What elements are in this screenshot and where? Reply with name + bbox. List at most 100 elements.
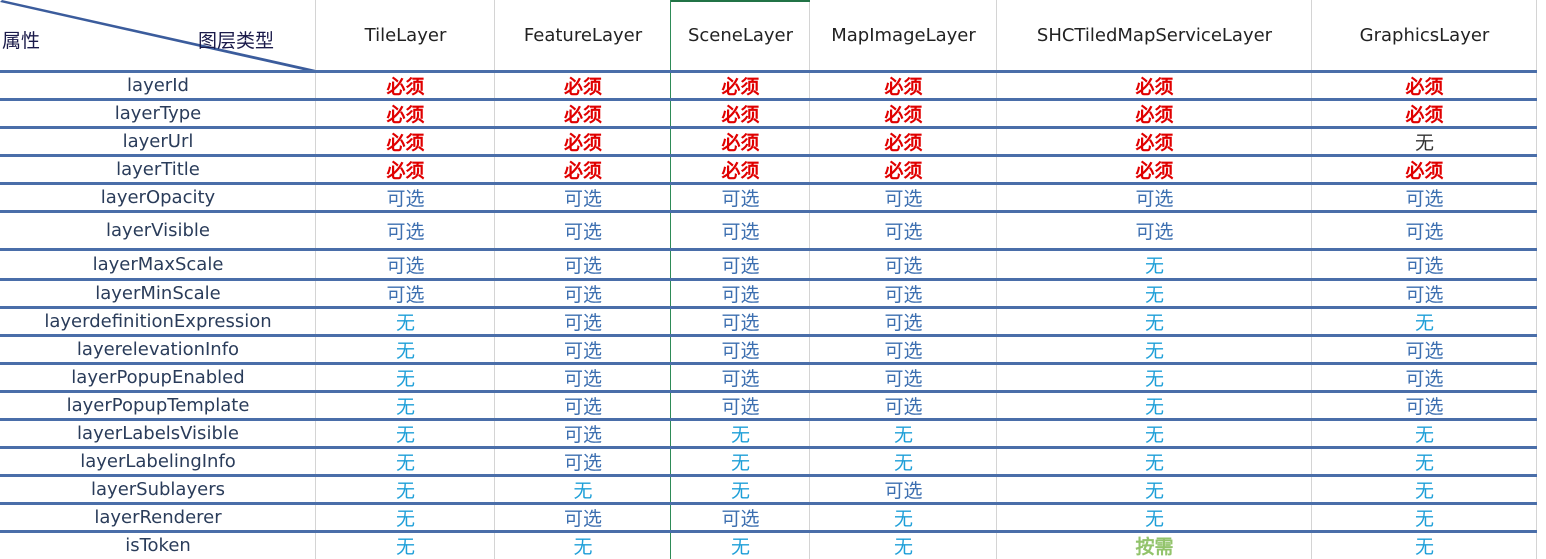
value-cell[interactable]: 可选 [721, 507, 760, 530]
value-cell[interactable]: 无 [395, 311, 415, 334]
corner-layer-type-label[interactable]: 图层类型 [198, 31, 275, 52]
value-cell[interactable]: 可选 [721, 395, 760, 418]
attribute-cell[interactable]: layerPopupEnabled [71, 366, 245, 388]
value-cell[interactable]: 可选 [884, 339, 923, 362]
value-cell[interactable]: 无 [1414, 131, 1434, 154]
value-cell[interactable]: 无 [730, 451, 750, 474]
value-cell[interactable]: 可选 [721, 339, 760, 362]
value-cell[interactable]: 必须 [1135, 103, 1174, 126]
value-cell[interactable]: 必须 [386, 131, 425, 154]
value-cell[interactable]: 必须 [1405, 159, 1444, 182]
column-header-shctiledmapservicelayer[interactable]: SHCTiledMapServiceLayer [1036, 24, 1273, 46]
value-cell[interactable]: 无 [395, 536, 415, 558]
value-cell[interactable]: 必须 [1405, 75, 1444, 98]
value-cell[interactable]: 可选 [1405, 220, 1444, 243]
value-cell[interactable]: 可选 [563, 311, 602, 334]
value-cell[interactable]: 无 [1414, 507, 1434, 530]
value-cell[interactable]: 必须 [386, 103, 425, 126]
value-cell[interactable]: 可选 [563, 367, 602, 390]
attribute-cell[interactable]: layerVisible [106, 219, 210, 241]
value-cell[interactable]: 按需 [1135, 536, 1174, 558]
value-cell[interactable]: 可选 [563, 254, 602, 277]
value-cell[interactable]: 必须 [563, 159, 602, 182]
attribute-cell[interactable]: isToken [125, 535, 191, 556]
value-cell[interactable]: 可选 [386, 220, 425, 243]
value-cell[interactable]: 必须 [1135, 75, 1174, 98]
value-cell[interactable]: 必须 [721, 159, 760, 182]
value-cell[interactable]: 可选 [1405, 187, 1444, 210]
value-cell[interactable]: 可选 [1405, 339, 1444, 362]
value-cell[interactable]: 无 [893, 507, 913, 530]
value-cell[interactable]: 无 [1144, 451, 1164, 474]
attribute-cell[interactable]: layerLabelsVisible [77, 422, 239, 444]
attribute-cell[interactable]: layerelevationInfo [76, 338, 240, 360]
value-cell[interactable]: 无 [395, 451, 415, 474]
value-cell[interactable]: 必须 [884, 103, 923, 126]
column-header-mapimagelayer[interactable]: MapImageLayer [831, 24, 976, 46]
value-cell[interactable]: 无 [893, 423, 913, 446]
value-cell[interactable]: 可选 [884, 187, 923, 210]
value-cell[interactable]: 可选 [386, 187, 425, 210]
value-cell[interactable]: 可选 [1135, 220, 1174, 243]
value-cell[interactable]: 无 [1414, 451, 1434, 474]
column-header-featurelayer[interactable]: FeatureLayer [523, 24, 643, 46]
value-cell[interactable]: 可选 [1405, 254, 1444, 277]
value-cell[interactable]: 可选 [563, 283, 602, 306]
value-cell[interactable]: 无 [1414, 423, 1434, 446]
value-cell[interactable]: 必须 [884, 131, 923, 154]
corner-attribute-label[interactable]: 属性 [2, 31, 41, 52]
value-cell[interactable]: 无 [730, 479, 750, 502]
value-cell[interactable]: 可选 [884, 311, 923, 334]
value-cell[interactable]: 可选 [563, 395, 602, 418]
attribute-cell[interactable]: layerOpacity [100, 186, 216, 208]
value-cell[interactable]: 必须 [721, 103, 760, 126]
value-cell[interactable]: 可选 [563, 339, 602, 362]
attribute-cell[interactable]: layerTitle [116, 158, 200, 180]
value-cell[interactable]: 可选 [884, 367, 923, 390]
value-cell[interactable]: 必须 [386, 75, 425, 98]
value-cell[interactable]: 必须 [884, 159, 923, 182]
value-cell[interactable]: 必须 [721, 131, 760, 154]
value-cell[interactable]: 无 [395, 479, 415, 502]
value-cell[interactable]: 无 [1144, 339, 1164, 362]
value-cell[interactable]: 可选 [563, 507, 602, 530]
attribute-cell[interactable]: layerPopupTemplate [66, 394, 250, 416]
value-cell[interactable]: 可选 [884, 395, 923, 418]
attribute-cell[interactable]: layerSublayers [91, 478, 225, 500]
value-cell[interactable]: 无 [730, 536, 750, 558]
attribute-cell[interactable]: layerMaxScale [92, 253, 224, 275]
value-cell[interactable]: 可选 [884, 254, 923, 277]
value-cell[interactable]: 可选 [721, 187, 760, 210]
value-cell[interactable]: 无 [1144, 367, 1164, 390]
value-cell[interactable]: 必须 [563, 75, 602, 98]
value-cell[interactable]: 必须 [563, 131, 602, 154]
value-cell[interactable]: 无 [395, 395, 415, 418]
value-cell[interactable]: 无 [1144, 423, 1164, 446]
value-cell[interactable]: 必须 [386, 159, 425, 182]
value-cell[interactable]: 可选 [386, 254, 425, 277]
column-header-graphicslayer[interactable]: GraphicsLayer [1359, 24, 1490, 46]
value-cell[interactable]: 可选 [884, 479, 923, 502]
value-cell[interactable]: 可选 [721, 367, 760, 390]
value-cell[interactable]: 无 [1144, 479, 1164, 502]
value-cell[interactable]: 无 [1144, 395, 1164, 418]
value-cell[interactable]: 无 [395, 423, 415, 446]
value-cell[interactable]: 无 [395, 507, 415, 530]
value-cell[interactable]: 无 [730, 423, 750, 446]
value-cell[interactable]: 可选 [563, 220, 602, 243]
value-cell[interactable]: 可选 [721, 254, 760, 277]
value-cell[interactable]: 必须 [721, 75, 760, 98]
attribute-cell[interactable]: layerLabelingInfo [80, 450, 236, 472]
value-cell[interactable]: 可选 [884, 220, 923, 243]
value-cell[interactable]: 无 [395, 339, 415, 362]
value-cell[interactable]: 可选 [1135, 187, 1174, 210]
value-cell[interactable]: 必须 [563, 103, 602, 126]
value-cell[interactable]: 无 [1414, 536, 1434, 558]
value-cell[interactable]: 无 [1414, 311, 1434, 334]
value-cell[interactable]: 可选 [563, 423, 602, 446]
value-cell[interactable]: 可选 [563, 451, 602, 474]
value-cell[interactable]: 无 [1144, 254, 1164, 277]
value-cell[interactable]: 可选 [1405, 283, 1444, 306]
value-cell[interactable]: 可选 [721, 220, 760, 243]
column-header-scenelayer[interactable]: SceneLayer [687, 24, 794, 46]
